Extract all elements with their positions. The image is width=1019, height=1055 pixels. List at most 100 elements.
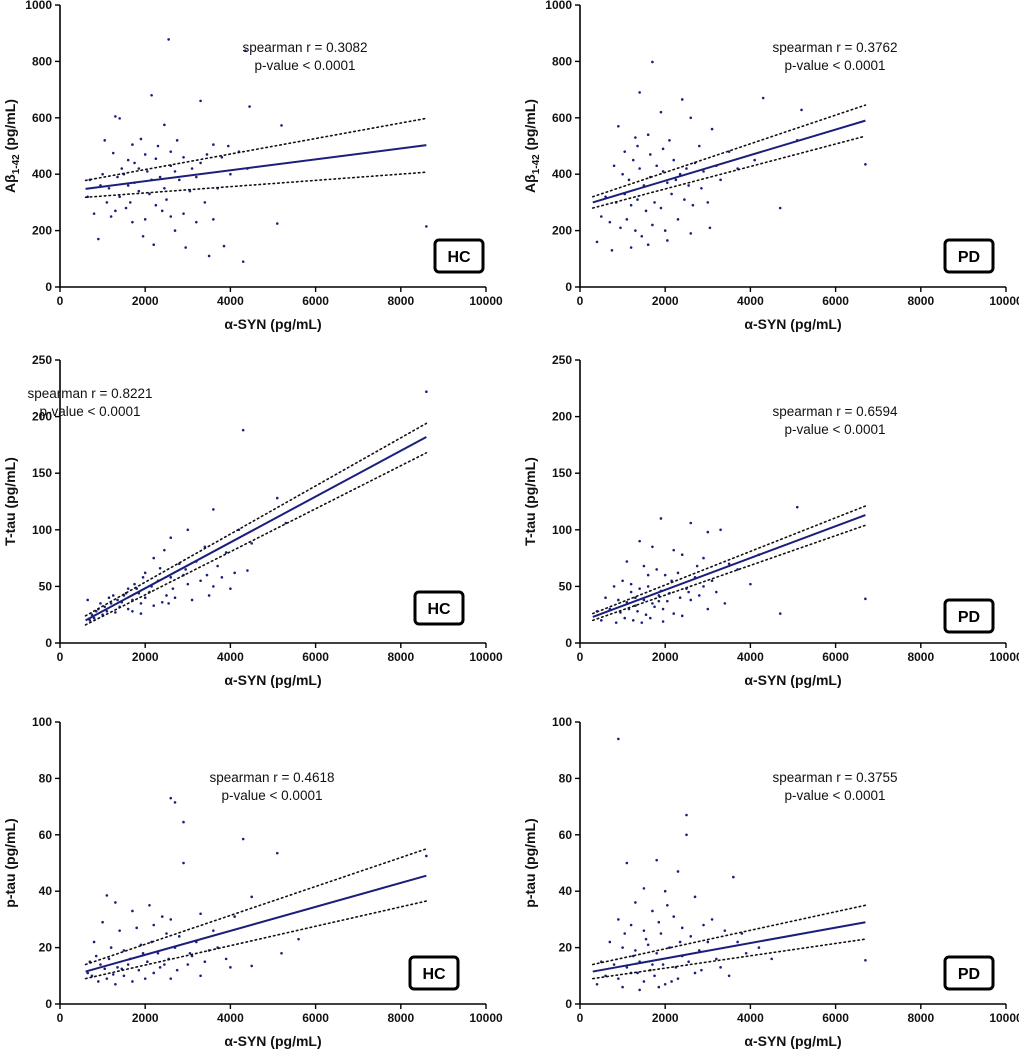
data-point xyxy=(152,923,156,927)
y-axis-label: p-tau (pg/mL) xyxy=(2,818,18,907)
data-point xyxy=(92,940,96,944)
data-point xyxy=(612,963,616,966)
data-point xyxy=(666,599,669,603)
y-tick-label: 400 xyxy=(552,167,572,181)
x-axis-label: α-SYN (pg/mL) xyxy=(744,1033,841,1049)
regression-line xyxy=(85,436,427,622)
data-point xyxy=(116,175,119,179)
data-point xyxy=(143,977,147,980)
data-point xyxy=(661,147,665,151)
ci-lower-line xyxy=(84,900,428,980)
data-point xyxy=(114,611,117,614)
data-point xyxy=(621,579,624,583)
data-point xyxy=(103,139,107,142)
x-tick-label: 8000 xyxy=(387,294,414,308)
data-point xyxy=(706,201,710,204)
data-point xyxy=(600,619,603,622)
x-tick-label: 0 xyxy=(577,294,584,308)
data-point xyxy=(169,536,173,540)
data-point xyxy=(640,621,644,624)
chart-panel-4: 0 50 100 150 200 250 0 2000 4000 6000 8000 10000 α-S… xyxy=(522,353,1019,688)
data-point xyxy=(163,963,166,966)
x-tick-label: 10000 xyxy=(469,1011,503,1025)
data-point xyxy=(623,932,627,935)
data-point xyxy=(212,508,215,511)
data-point xyxy=(680,553,684,557)
data-point xyxy=(702,923,705,927)
data-point xyxy=(644,613,648,616)
data-point xyxy=(634,136,637,139)
y-tick-label: 0 xyxy=(45,280,52,294)
data-point xyxy=(710,918,714,921)
data-point xyxy=(90,974,94,978)
data-point xyxy=(700,187,703,190)
data-point xyxy=(621,946,624,949)
regression-line xyxy=(592,921,866,973)
y-tick-label: 200 xyxy=(32,410,52,424)
data-point xyxy=(126,158,130,162)
p-value-annotation: p-value < 0.0001 xyxy=(785,422,886,437)
data-point xyxy=(623,616,627,620)
data-point xyxy=(212,585,215,588)
data-point xyxy=(165,198,168,201)
y-tick-label: 50 xyxy=(559,579,573,593)
x-tick-label: 6000 xyxy=(822,650,849,664)
data-points xyxy=(86,390,428,622)
y-label-main: Aβ xyxy=(2,174,18,193)
data-point xyxy=(663,229,667,232)
data-point xyxy=(719,966,722,969)
regression-line xyxy=(85,144,427,190)
data-point xyxy=(619,226,622,230)
data-point xyxy=(101,920,104,924)
data-point xyxy=(666,239,669,242)
data-point xyxy=(687,184,690,187)
x-tick-label: 6000 xyxy=(302,650,329,664)
data-point xyxy=(627,178,631,182)
x-tick-label: 10000 xyxy=(469,650,503,664)
data-point xyxy=(124,206,128,210)
data-point xyxy=(617,918,620,921)
x-tick-label: 0 xyxy=(577,1011,584,1025)
data-point xyxy=(778,206,782,210)
data-point xyxy=(651,602,654,605)
data-point xyxy=(657,985,661,989)
group-label: HC xyxy=(447,249,471,266)
x-tick-label: 4000 xyxy=(737,1011,764,1025)
y-tick-label: 0 xyxy=(45,636,52,650)
data-point xyxy=(651,223,654,227)
data-point xyxy=(608,940,612,944)
data-point xyxy=(617,598,620,602)
data-point xyxy=(143,596,147,600)
data-point xyxy=(101,172,104,176)
data-point xyxy=(86,598,89,602)
data-point xyxy=(736,940,739,944)
data-point xyxy=(653,974,656,978)
data-point xyxy=(165,594,168,597)
x-tick-label: 6000 xyxy=(302,1011,329,1025)
data-point xyxy=(642,598,646,602)
data-point xyxy=(133,161,136,165)
chart-panel-5: 0 20 40 60 80 100 0 2000 4000 6000 8000 10000 α-SYN … xyxy=(2,715,503,1049)
data-point xyxy=(651,963,654,966)
data-point xyxy=(670,980,673,983)
data-point xyxy=(676,977,680,980)
data-point xyxy=(163,548,166,552)
data-point xyxy=(88,619,92,622)
data-point xyxy=(169,215,173,218)
data-point xyxy=(661,170,665,173)
data-point xyxy=(685,167,688,170)
data-point xyxy=(137,167,141,170)
data-point xyxy=(199,161,202,165)
data-point xyxy=(864,958,867,962)
data-point xyxy=(612,164,616,168)
x-tick-label: 2000 xyxy=(652,294,679,308)
data-point xyxy=(126,587,130,590)
data-point xyxy=(595,240,599,244)
y-tick-label: 0 xyxy=(565,280,572,294)
data-point xyxy=(105,894,109,897)
data-point xyxy=(169,150,173,153)
data-point xyxy=(186,528,190,532)
data-point xyxy=(222,244,226,248)
data-point xyxy=(638,91,641,94)
